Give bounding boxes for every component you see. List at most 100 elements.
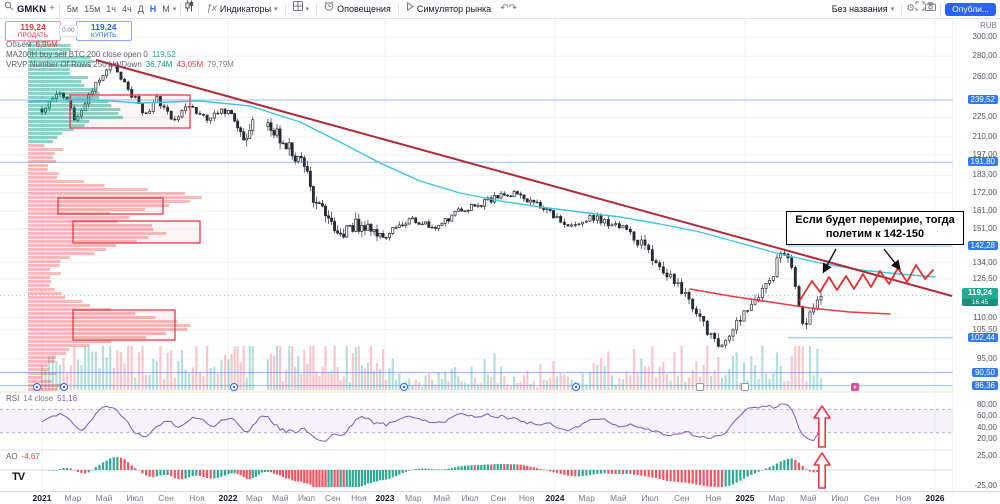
- alerts-button[interactable]: Оповещения: [321, 1, 394, 17]
- ao-axis-label: 25,00: [976, 451, 997, 460]
- time-axis-month: Мар: [768, 493, 785, 503]
- indicators-icon: ƒx: [206, 3, 217, 14]
- toolbar-divider: [198, 3, 200, 15]
- chart-canvas[interactable]: [0, 18, 1000, 503]
- rsi-axis-label: 40,00: [976, 422, 997, 432]
- countdown-value: 16:45: [962, 299, 998, 307]
- price-level-label: 90,50: [971, 367, 998, 377]
- time-axis-month: Ноя: [895, 493, 912, 503]
- search-icon[interactable]: [4, 1, 14, 17]
- price-axis-label: 300,00: [972, 31, 997, 41]
- time-axis-month: Июл: [126, 493, 144, 503]
- time-axis-month: Сен: [324, 493, 341, 503]
- interval-button-15м[interactable]: 15м: [84, 4, 101, 14]
- time-axis-month: Июл: [831, 493, 849, 503]
- top-toolbar: GMKN + 5м 15м 1ч 4ч Д Н М ▾ ƒx Индикаторы ▾ ▾ …: [0, 0, 1000, 19]
- time-axis-month: Мар: [405, 493, 422, 503]
- toolbar-divider: [284, 3, 286, 15]
- indicators-button[interactable]: ƒx Индикаторы ▾: [203, 1, 280, 17]
- camera-snapshot-icon[interactable]: [925, 1, 937, 17]
- price-axis-label: 151,00: [972, 224, 997, 234]
- layout-grid-icon: [292, 1, 303, 17]
- time-axis-month: Июл: [297, 493, 316, 503]
- time-axis-month: Сен: [158, 493, 174, 503]
- replay-play-icon: [406, 1, 414, 17]
- legend-row-volume[interactable]: Объём 6,99M: [6, 40, 58, 49]
- interval-group: 5м 15м 1ч 4ч Д Н М: [64, 4, 173, 14]
- price-level-label: 191,80: [967, 157, 998, 167]
- annotation-line1: Если будет перемирие, тогда: [795, 214, 955, 226]
- chevron-down-icon: ▾: [274, 6, 278, 13]
- redo-icon[interactable]: ↷: [508, 3, 517, 14]
- time-axis-year: 2026: [925, 493, 945, 503]
- toolbar-divider: [940, 3, 942, 15]
- layout-name-button[interactable]: Без названия ▾: [831, 4, 895, 14]
- chevron-down-icon: ▾: [305, 6, 310, 13]
- interval-button-Н[interactable]: Н: [149, 4, 157, 14]
- publish-button[interactable]: Опубли...: [945, 2, 996, 16]
- chart-type-icon[interactable]: [185, 0, 194, 18]
- settings-gear-icon[interactable]: ⚙: [906, 3, 916, 14]
- buy-button[interactable]: 119,24 КУПИТЬ: [75, 21, 132, 42]
- rsi-axis-label: 20,00: [976, 434, 997, 444]
- symbol-button[interactable]: GMKN: [17, 3, 47, 15]
- price-axis-label: 161,00: [972, 206, 997, 216]
- price-axis-label: 110,00: [973, 312, 997, 322]
- trade-panel: 119,24 ПРОДАТЬ 0,00 119,24 КУПИТЬ: [5, 21, 132, 42]
- chevron-down-icon[interactable]: ▾: [172, 6, 177, 13]
- time-axis-year: 2022: [218, 493, 238, 503]
- time-axis-month: Ноя: [351, 493, 367, 503]
- price-axis-label: 225,00: [972, 112, 997, 122]
- interval-button-1ч[interactable]: 1ч: [106, 4, 116, 14]
- price-axis-label: 95,00: [976, 353, 997, 363]
- price-axis-label: 105,50: [972, 324, 997, 334]
- add-symbol-icon[interactable]: +: [49, 3, 55, 14]
- price-axis-label: 260,00: [972, 72, 997, 81]
- legend-row-vrvp[interactable]: VRVP Number Of Rows 250 Up/Down 36,74M 4…: [6, 59, 234, 69]
- time-axis-month: Ноя: [518, 493, 535, 503]
- legend-row-ma[interactable]: MA200H buy sell BTC 200 close open 0 119…: [6, 49, 176, 59]
- annotation-callout[interactable]: Если будет перемирие, тогда полетим к 14…: [786, 211, 964, 245]
- toolbar-divider: [901, 3, 903, 15]
- rsi-axis-label: 80,00: [976, 399, 997, 409]
- sell-button[interactable]: 119,24 ПРОДАТЬ: [5, 21, 61, 42]
- time-axis-year: 2024: [545, 493, 565, 503]
- time-axis-month: Мар: [245, 493, 263, 503]
- toolbar-divider: [316, 3, 318, 15]
- time-axis-month: Сен: [673, 493, 690, 503]
- layout-grid-button[interactable]: ▾: [290, 1, 313, 17]
- price-level-label: 86,36: [971, 380, 998, 390]
- time-axis-month: Май: [272, 493, 289, 503]
- time-axis-month: Май: [800, 493, 817, 503]
- price-level-label: 142,28: [967, 240, 998, 250]
- interval-button-4ч[interactable]: 4ч: [121, 4, 132, 14]
- interval-button-5м[interactable]: 5м: [66, 4, 79, 14]
- toolbar-divider: [180, 3, 182, 15]
- price-axis-label: 126,50: [972, 273, 997, 283]
- time-axis-month: Май: [610, 493, 627, 503]
- time-axis-month: Июл: [461, 493, 479, 503]
- ao-legend[interactable]: AO -4,67: [6, 452, 40, 461]
- interval-button-Д[interactable]: Д: [137, 4, 144, 14]
- time-axis-month: Ноя: [705, 493, 722, 503]
- interval-button-М[interactable]: М: [162, 4, 170, 14]
- time-axis-month: Сен: [490, 493, 507, 503]
- last-price-badge: 119,24 16:45: [962, 288, 998, 307]
- axis-currency-label: RUB: [980, 21, 997, 30]
- fullscreen-icon[interactable]: [915, 1, 925, 17]
- price-axis-label: 197,00: [972, 149, 997, 159]
- tradingview-logo[interactable]: TV: [12, 471, 25, 483]
- price-axis-label: 134,00: [972, 257, 997, 267]
- time-axis[interactable]: 2021 Мар Май Июл Сен Ноя 2022 Мар Май Июл Сен Ноя 20…: [0, 491, 1000, 504]
- time-axis-year: 2021: [32, 493, 52, 503]
- legend: Объём 6,99M MA200H buy sell BTC 200 clos…: [6, 40, 234, 71]
- time-axis-year: 2023: [375, 493, 395, 503]
- undo-icon[interactable]: ↶: [500, 3, 509, 14]
- replay-button[interactable]: Симулятор рынка: [403, 1, 494, 17]
- price-axis-label: 210,00: [972, 131, 997, 141]
- annotation-line2: полетим к 142-150: [825, 227, 925, 240]
- time-axis-year: 2025: [735, 493, 755, 503]
- rsi-legend[interactable]: RSI 14 close 51,16: [6, 394, 78, 403]
- price-axis[interactable]: RUB 300,00 280,00 260,00 239,52 225,00 210,00 1…: [953, 18, 1000, 491]
